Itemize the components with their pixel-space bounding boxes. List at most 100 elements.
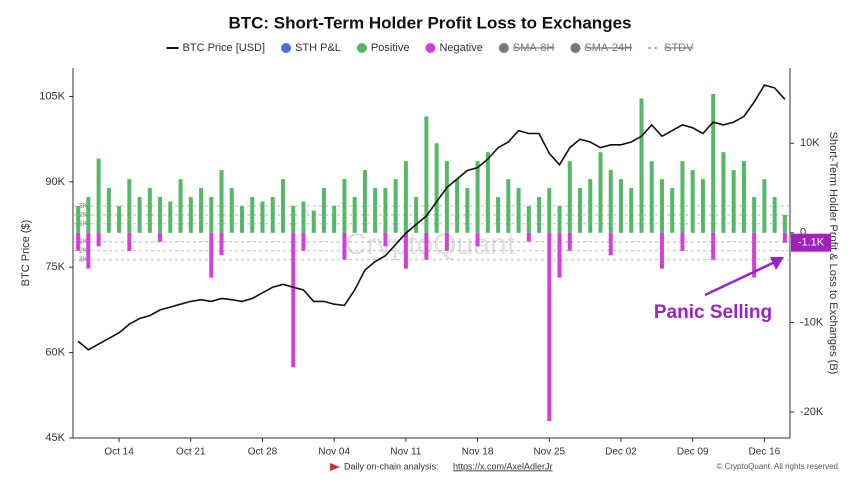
bar xyxy=(659,179,664,233)
bar xyxy=(752,197,757,233)
bar xyxy=(168,201,173,233)
legend-label: SMA-8H xyxy=(513,42,555,54)
legend-label: BTC Price [USD] xyxy=(183,42,266,54)
bar xyxy=(639,98,644,233)
bar xyxy=(598,152,603,233)
bar xyxy=(721,152,726,233)
bar xyxy=(291,232,296,368)
x-tick-label: Nov 18 xyxy=(462,447,494,458)
bar xyxy=(444,161,449,233)
x-tick-label: Nov 11 xyxy=(390,447,421,458)
y-tick-label: 75K xyxy=(45,261,65,273)
bar xyxy=(199,188,204,233)
bar xyxy=(424,232,429,260)
band-label: 1K xyxy=(79,221,88,228)
bar xyxy=(618,179,623,233)
legend-label: STH P&L xyxy=(295,42,341,54)
bar xyxy=(659,232,664,269)
y2-tick-label: -10K xyxy=(800,316,824,328)
bar xyxy=(332,205,337,233)
bar xyxy=(209,232,214,278)
footer-icon xyxy=(330,463,340,471)
bar xyxy=(782,232,787,243)
x-tick-label: Nov 25 xyxy=(533,447,565,458)
bar xyxy=(700,179,705,233)
bar xyxy=(321,188,326,233)
legend-item: STH P&L xyxy=(281,42,341,54)
bar xyxy=(291,205,296,233)
band-label: 2K xyxy=(79,212,88,219)
bar xyxy=(260,201,265,233)
bar xyxy=(465,188,470,233)
y-tick-label: 45K xyxy=(45,432,65,444)
x-tick-label: Oct 14 xyxy=(104,447,134,458)
bar xyxy=(772,197,777,233)
bar xyxy=(557,205,562,233)
bar xyxy=(608,232,613,256)
legend-label: Positive xyxy=(371,42,410,54)
chart-title: BTC: Short-Term Holder Profit Loss to Ex… xyxy=(228,13,631,32)
annotation-arrowhead xyxy=(770,257,784,270)
bar xyxy=(229,188,234,233)
bar xyxy=(762,179,767,233)
band-label: 1K xyxy=(79,239,88,246)
bar xyxy=(649,161,654,233)
bar xyxy=(127,179,132,233)
bar xyxy=(373,188,378,233)
y2-tick-label: -20K xyxy=(800,406,824,418)
bar xyxy=(86,197,91,233)
legend-swatch xyxy=(281,43,292,53)
bar xyxy=(362,170,367,233)
y2-axis-title: Short-Term Holder Profit & Loss to Excha… xyxy=(827,132,839,375)
x-tick-label: Oct 28 xyxy=(248,447,278,458)
bar xyxy=(680,161,685,233)
bar xyxy=(280,179,285,233)
bar xyxy=(670,188,675,233)
bar xyxy=(506,179,511,233)
bar xyxy=(690,170,695,233)
bar xyxy=(711,232,716,260)
band-label: 2K xyxy=(79,248,88,255)
x-tick-label: Dec 09 xyxy=(677,447,709,458)
band-label: 3K xyxy=(79,257,88,264)
y2-tick-label: 10K xyxy=(800,137,820,149)
bar xyxy=(680,232,685,251)
footer-link[interactable]: https://x.com/AxelAdlerJr xyxy=(453,461,553,471)
bar xyxy=(96,232,101,247)
bar xyxy=(711,93,716,233)
bar xyxy=(147,188,152,233)
copyright: © CryptoQuant. All rights reserved xyxy=(717,462,839,471)
bar xyxy=(117,205,122,233)
bar xyxy=(608,170,613,233)
bar xyxy=(86,232,91,269)
annotation: Panic Selling xyxy=(654,302,772,323)
y2-tick-label: 0 xyxy=(800,227,806,239)
bar xyxy=(240,205,245,233)
legend-label: Negative xyxy=(439,42,482,54)
legend-item: BTC Price [USD] xyxy=(166,42,266,54)
bar xyxy=(76,232,81,251)
price-line xyxy=(77,84,786,351)
bar xyxy=(352,197,357,233)
bar xyxy=(219,232,224,256)
bar xyxy=(526,232,531,242)
bar xyxy=(434,143,439,233)
bar xyxy=(96,158,101,233)
bar xyxy=(311,210,316,233)
bar xyxy=(588,179,593,233)
bar xyxy=(475,232,480,247)
bar xyxy=(537,197,542,233)
legend-label: SMA-24H xyxy=(584,42,632,54)
bar xyxy=(731,170,736,233)
bar xyxy=(342,232,347,260)
bar xyxy=(219,170,224,233)
bar xyxy=(393,179,398,233)
legend-item: STDV xyxy=(648,42,694,54)
legend: BTC Price [USD] STH P&L Positive Negative SM… xyxy=(166,42,694,54)
y-tick-label: 60K xyxy=(45,347,65,359)
bar xyxy=(547,232,552,421)
legend-item: Negative xyxy=(425,42,483,54)
bar xyxy=(475,161,480,233)
x-tick-label: Oct 21 xyxy=(176,447,206,458)
